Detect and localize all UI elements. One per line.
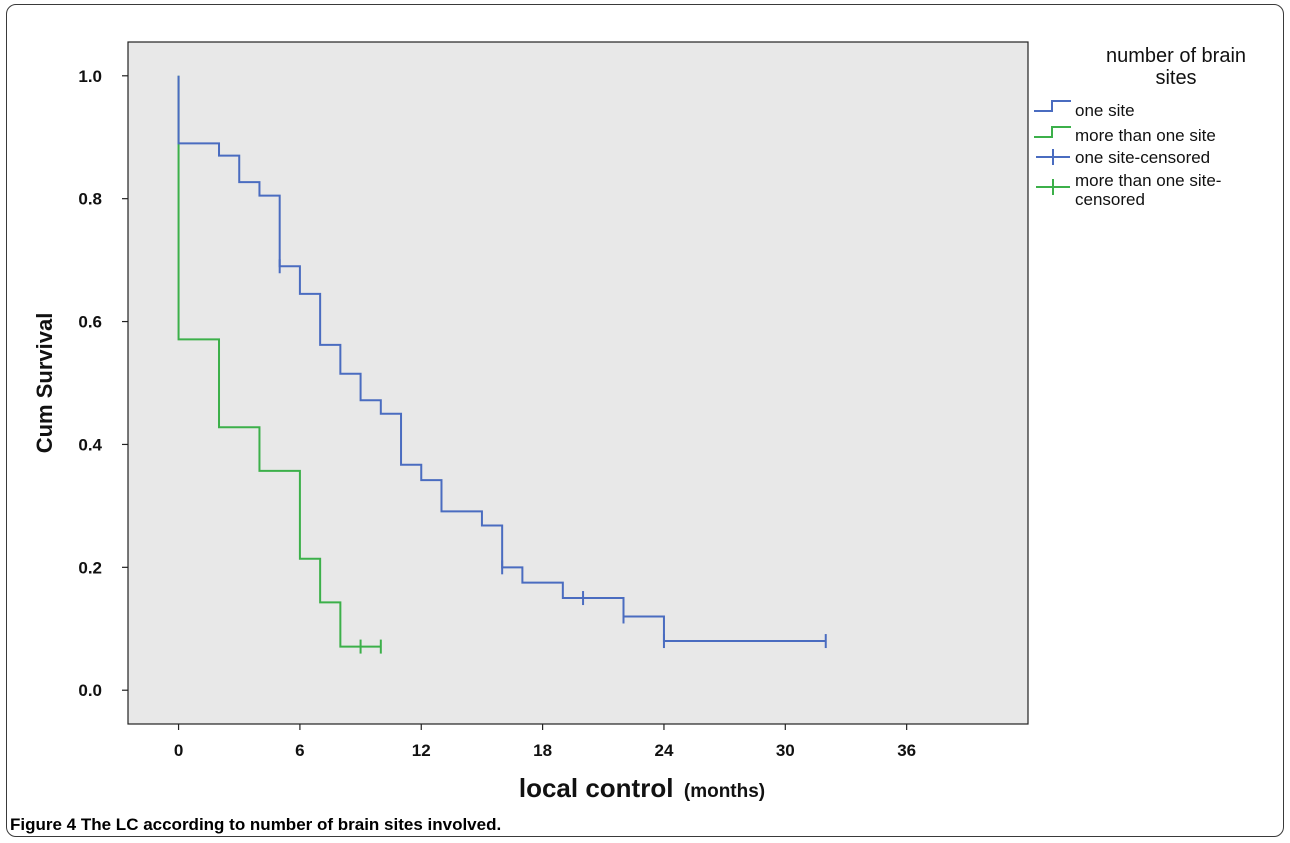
x-tick-label: 30 <box>776 741 795 760</box>
x-tick-label: 12 <box>412 741 431 760</box>
series-line-one-site <box>177 75 826 643</box>
legend: number of brain sites one site more than… <box>1034 45 1246 209</box>
y-tick-label: 0.4 <box>78 435 102 454</box>
x-tick-label: 24 <box>654 741 673 760</box>
legend-title-line2: sites <box>1155 67 1196 89</box>
legend-swatch-one-site <box>1034 100 1071 112</box>
legend-label-one-site-censored: one site-censored <box>1075 148 1210 167</box>
y-tick-label: 0.8 <box>78 190 102 209</box>
legend-label-one-site: one site <box>1075 101 1135 120</box>
y-tick-label: 0.6 <box>78 313 102 332</box>
series-line-more-than-one-site <box>177 75 381 648</box>
figure-label: Figure 4 <box>10 815 77 834</box>
legend-swatch-more-than-one-site <box>1034 126 1071 138</box>
legend-label-more-than-one-site-censored-1: more than one site- <box>1075 171 1221 190</box>
plot-area <box>127 41 1029 725</box>
x-tick-label: 36 <box>897 741 916 760</box>
x-axis-title: local control (months) <box>519 773 765 803</box>
y-tick-label: 0.0 <box>78 681 102 700</box>
series-layer <box>177 75 827 654</box>
x-axis-title-main: local control <box>519 773 674 803</box>
x-axis: 0 6 12 18 24 30 36 <box>174 724 916 760</box>
figure-caption-text: The LC according to number of brain site… <box>80 815 502 834</box>
legend-label-more-than-one-site-censored-2: censored <box>1075 190 1145 209</box>
legend-swatch-one-site-censored <box>1036 149 1070 165</box>
legend-title-line1: number of brain <box>1106 45 1246 67</box>
y-tick-label: 1.0 <box>78 67 102 86</box>
x-tick-label: 6 <box>295 741 304 760</box>
figure-caption: Figure 4 The LC according to number of b… <box>10 815 501 835</box>
legend-label-more-than-one-site: more than one site <box>1075 126 1216 145</box>
y-axis: 0.0 0.2 0.4 0.6 0.8 1.0 <box>78 67 128 700</box>
y-axis-title: Cum Survival <box>32 313 57 454</box>
x-axis-title-units: (months) <box>684 781 765 802</box>
legend-swatch-more-than-one-site-censored <box>1036 179 1070 195</box>
y-tick-label: 0.2 <box>78 558 102 577</box>
x-tick-label: 0 <box>174 741 183 760</box>
x-tick-label: 18 <box>533 741 552 760</box>
